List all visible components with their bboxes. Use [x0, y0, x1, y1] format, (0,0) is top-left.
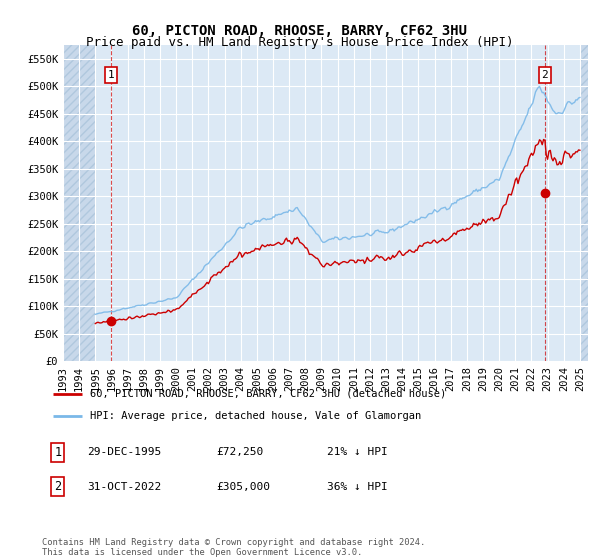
Text: 29-DEC-1995: 29-DEC-1995 [87, 447, 161, 457]
Text: 2: 2 [541, 70, 548, 80]
Text: 2: 2 [54, 480, 61, 493]
Text: 1: 1 [108, 70, 115, 80]
Text: 1: 1 [54, 446, 61, 459]
Text: 21% ↓ HPI: 21% ↓ HPI [327, 447, 388, 457]
Bar [63, 45, 95, 361]
Text: Contains HM Land Registry data © Crown copyright and database right 2024.
This d: Contains HM Land Registry data © Crown c… [42, 538, 425, 557]
Text: HPI: Average price, detached house, Vale of Glamorgan: HPI: Average price, detached house, Vale… [89, 410, 421, 421]
Text: 36% ↓ HPI: 36% ↓ HPI [327, 482, 388, 492]
Text: £72,250: £72,250 [216, 447, 263, 457]
Text: Price paid vs. HM Land Registry's House Price Index (HPI): Price paid vs. HM Land Registry's House … [86, 36, 514, 49]
Text: 60, PICTON ROAD, RHOOSE, BARRY, CF62 3HU (detached house): 60, PICTON ROAD, RHOOSE, BARRY, CF62 3HU… [89, 389, 446, 399]
Text: 31-OCT-2022: 31-OCT-2022 [87, 482, 161, 492]
Text: 60, PICTON ROAD, RHOOSE, BARRY, CF62 3HU: 60, PICTON ROAD, RHOOSE, BARRY, CF62 3HU [133, 24, 467, 38]
Text: £305,000: £305,000 [216, 482, 270, 492]
Bar [580, 45, 588, 361]
